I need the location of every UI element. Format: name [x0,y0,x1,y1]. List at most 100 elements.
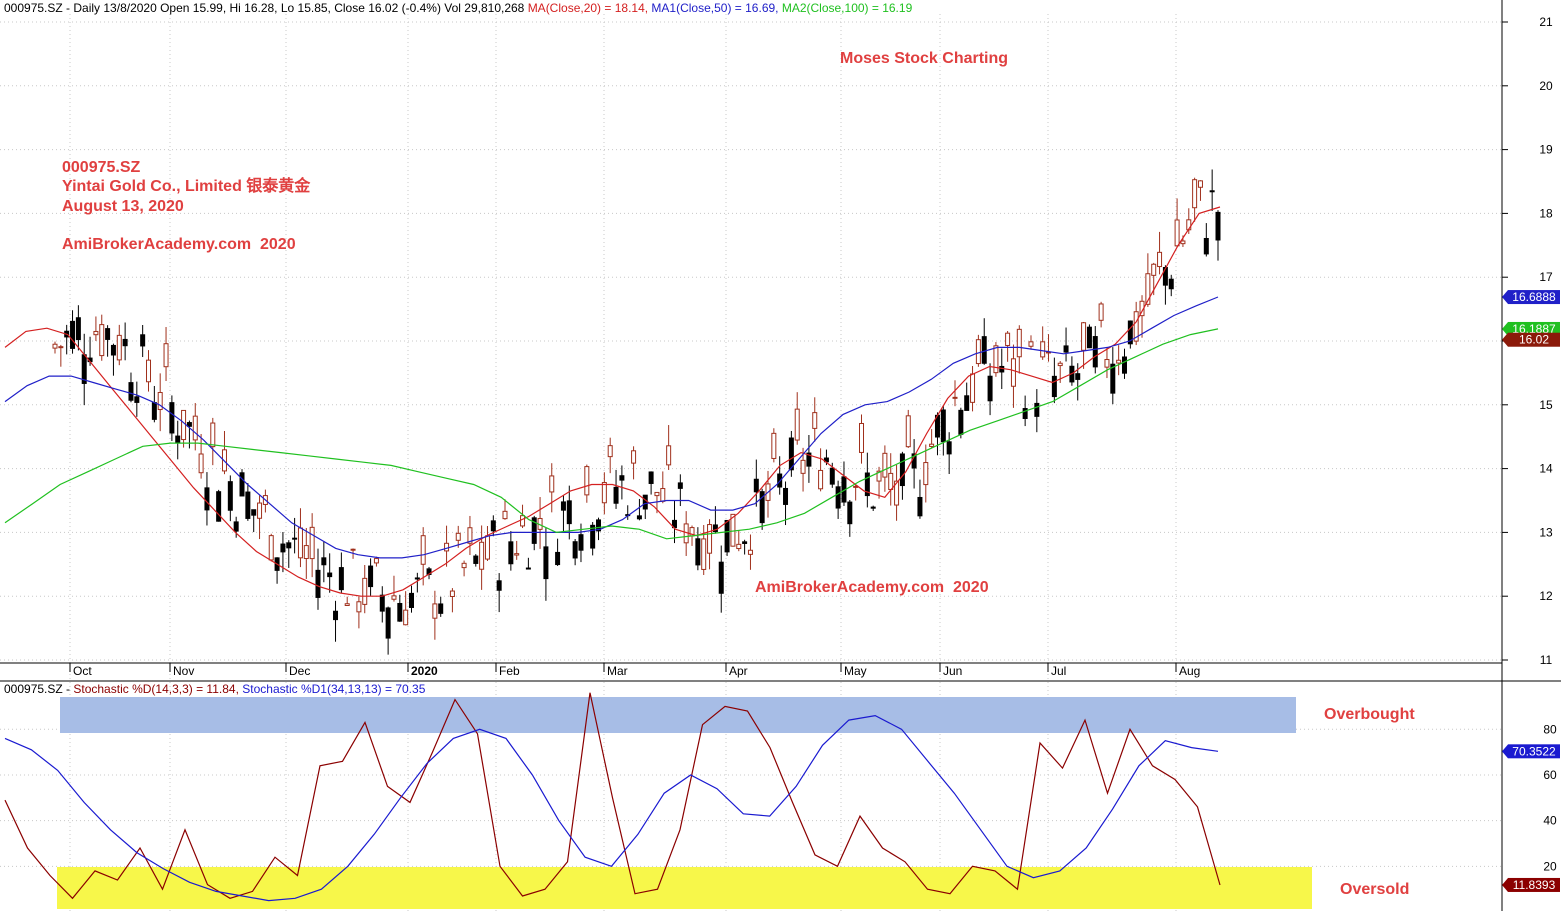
candle-body [420,535,426,565]
candle-body [327,572,333,578]
candle-body [847,501,853,525]
candle-body [607,445,613,458]
candle-body [379,594,385,612]
candle-body [1098,303,1104,321]
candle-body [1174,219,1180,247]
month-tick-label: Nov [173,664,194,678]
candle-body [1063,345,1069,353]
stoch-fast-badge-box [1508,877,1560,892]
candle-body [210,422,216,448]
ma50-header: MA1(Close,50) = 16.69, [648,1,778,15]
candle-body [508,541,514,565]
candle-body [613,486,619,504]
price-tick-label: 19 [1539,143,1553,157]
candle-body [502,510,508,520]
close-badge-box [1508,332,1560,347]
candle-body [1180,240,1186,245]
candle-body [946,441,952,455]
candle-body [362,577,368,605]
candle-body [859,422,865,453]
candle-body [1104,359,1110,368]
candle-body [829,467,835,485]
month-tick-label: Feb [499,664,520,678]
candle-body [1215,211,1221,241]
candle-body [397,602,403,622]
candle-body [1110,363,1116,394]
candle-body [888,472,894,490]
candle-body [216,491,222,522]
candle-body [99,324,105,357]
candle-body [186,422,192,427]
candle-body [794,408,800,441]
candle-body [438,603,444,614]
ma100-header: MA2(Close,100) = 16.19 [779,1,913,15]
candle-body [257,502,263,519]
candle-body [70,320,76,349]
candle-body [1203,237,1209,255]
site-annotation-2: AmiBrokerAcademy.com 2020 [755,579,989,596]
candle-body [350,548,356,551]
candle-body [1145,273,1151,305]
candle-body [192,415,198,441]
candle-body [297,527,303,559]
company-annotation: Yintai Gold Co., Limited 银泰黄金 [62,176,311,195]
candle-body [233,521,239,532]
candle-body [964,395,970,411]
price-tick-label: 13 [1539,525,1553,539]
candle-body [531,517,537,544]
candle-body [999,365,1005,373]
candle-body [952,396,958,399]
ma50-line [4,296,1219,559]
candle-body [1005,332,1011,346]
candle-body [870,506,876,509]
candle-body [251,509,257,516]
candle-body [525,567,531,570]
candle-body [1168,278,1174,290]
candle-body [736,543,742,550]
candle-body [490,520,496,532]
stoch-tick-label: 20 [1543,859,1557,873]
stoch-header-prefix: 000975.SZ - [4,682,73,696]
candle-body [373,558,379,564]
candle-body [146,359,152,383]
stoch-slow-badge-pointer [1502,744,1508,759]
candle-body [707,524,713,554]
candle-body [549,475,555,493]
candle-body [1081,322,1087,351]
candle-body [1075,373,1081,380]
candle-body [800,459,806,474]
candle-body [1057,362,1063,367]
candle-body [245,491,251,519]
candle-body [1151,263,1157,276]
candle-body [876,470,882,482]
price-tick-label: 15 [1539,398,1553,412]
candle-body [140,334,146,347]
close-badge-pointer [1502,332,1508,347]
candle-body [1010,358,1016,387]
price-tick-label: 14 [1539,462,1553,476]
candle-body [110,344,116,356]
stoch-fast-badge: 11.8393 [1502,877,1560,892]
ma50-badge-text: 16.6888 [1512,290,1556,304]
close-badge: 16.02 [1502,332,1560,347]
candle-body [484,535,490,560]
ma50-badge-box [1508,290,1560,305]
candle-body [356,601,362,613]
candle-body [905,415,911,448]
candle-body [227,481,233,511]
candle-body [408,592,414,608]
candle-body [917,496,923,517]
candle-body [514,553,520,556]
oversold-band [57,867,1312,909]
candle-body [566,500,572,525]
ma100-line [4,328,1219,540]
candle-body [368,565,374,588]
candle-body [461,562,467,569]
stoch-tick-label: 40 [1543,814,1557,828]
candle-body [636,515,642,520]
candle-body [584,466,590,496]
month-tick-label: Oct [73,664,92,678]
candle-body [596,519,602,532]
candle-body [151,402,157,420]
